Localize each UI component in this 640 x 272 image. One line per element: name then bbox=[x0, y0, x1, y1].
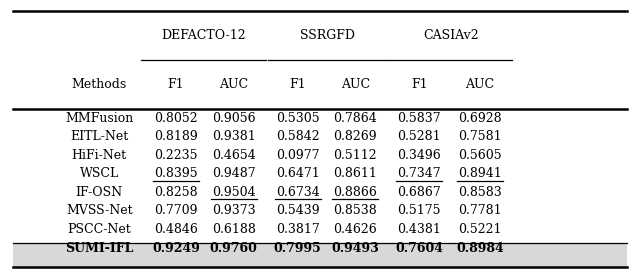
Text: 0.6471: 0.6471 bbox=[276, 167, 319, 180]
Text: 0.7995: 0.7995 bbox=[274, 242, 321, 255]
Text: 0.6867: 0.6867 bbox=[397, 186, 441, 199]
Text: 0.8538: 0.8538 bbox=[333, 204, 377, 217]
Text: 0.5221: 0.5221 bbox=[458, 223, 502, 236]
Text: 0.7864: 0.7864 bbox=[333, 112, 377, 125]
Text: 0.8941: 0.8941 bbox=[458, 167, 502, 180]
Text: MMFusion: MMFusion bbox=[65, 112, 133, 125]
Text: 0.9381: 0.9381 bbox=[212, 130, 255, 143]
Text: 0.4846: 0.4846 bbox=[154, 223, 198, 236]
Text: 0.8611: 0.8611 bbox=[333, 167, 377, 180]
Text: F1: F1 bbox=[168, 78, 184, 91]
Text: F1: F1 bbox=[289, 78, 306, 91]
Text: 0.8052: 0.8052 bbox=[154, 112, 198, 125]
Text: 0.4381: 0.4381 bbox=[397, 223, 441, 236]
Text: 0.3817: 0.3817 bbox=[276, 223, 319, 236]
Text: 0.5837: 0.5837 bbox=[397, 112, 441, 125]
Text: 0.8189: 0.8189 bbox=[154, 130, 198, 143]
Text: WSCL: WSCL bbox=[79, 167, 119, 180]
Text: Methods: Methods bbox=[72, 78, 127, 91]
Text: CASIAv2: CASIAv2 bbox=[424, 29, 479, 42]
Text: 0.4626: 0.4626 bbox=[333, 223, 377, 236]
Text: F1: F1 bbox=[411, 78, 428, 91]
Text: EITL-Net: EITL-Net bbox=[70, 130, 129, 143]
Text: 0.7581: 0.7581 bbox=[458, 130, 502, 143]
Text: MVSS-Net: MVSS-Net bbox=[66, 204, 132, 217]
Text: HiFi-Net: HiFi-Net bbox=[72, 149, 127, 162]
Text: 0.7709: 0.7709 bbox=[154, 204, 198, 217]
Text: 0.6928: 0.6928 bbox=[458, 112, 502, 125]
Text: 0.9056: 0.9056 bbox=[212, 112, 255, 125]
Text: 0.7781: 0.7781 bbox=[458, 204, 502, 217]
Text: 0.9504: 0.9504 bbox=[212, 186, 255, 199]
Text: 0.6188: 0.6188 bbox=[212, 223, 255, 236]
Text: 0.0977: 0.0977 bbox=[276, 149, 319, 162]
Text: 0.8269: 0.8269 bbox=[333, 130, 377, 143]
Text: AUC: AUC bbox=[219, 78, 248, 91]
Text: 0.2235: 0.2235 bbox=[154, 149, 198, 162]
Text: DEFACTO-12: DEFACTO-12 bbox=[161, 29, 246, 42]
Text: 0.7604: 0.7604 bbox=[396, 242, 444, 255]
Text: 0.8984: 0.8984 bbox=[456, 242, 504, 255]
Text: 0.7347: 0.7347 bbox=[397, 167, 441, 180]
Text: 0.8258: 0.8258 bbox=[154, 186, 198, 199]
Text: 0.9487: 0.9487 bbox=[212, 167, 255, 180]
Text: IF-OSN: IF-OSN bbox=[76, 186, 123, 199]
Text: 0.8866: 0.8866 bbox=[333, 186, 377, 199]
Text: 0.5305: 0.5305 bbox=[276, 112, 319, 125]
Text: 0.9760: 0.9760 bbox=[210, 242, 257, 255]
Text: 0.5112: 0.5112 bbox=[333, 149, 377, 162]
Text: 0.8583: 0.8583 bbox=[458, 186, 502, 199]
Text: 0.9493: 0.9493 bbox=[332, 242, 379, 255]
Text: AUC: AUC bbox=[340, 78, 370, 91]
Text: AUC: AUC bbox=[465, 78, 495, 91]
Text: 0.5605: 0.5605 bbox=[458, 149, 502, 162]
Text: 0.8395: 0.8395 bbox=[154, 167, 198, 180]
Text: SUMI-IFL: SUMI-IFL bbox=[65, 242, 133, 255]
Text: PSCC-Net: PSCC-Net bbox=[67, 223, 131, 236]
Text: 0.6734: 0.6734 bbox=[276, 186, 319, 199]
Text: 0.5175: 0.5175 bbox=[397, 204, 441, 217]
Text: 0.9373: 0.9373 bbox=[212, 204, 255, 217]
Bar bbox=[13, 243, 627, 267]
Text: 0.3496: 0.3496 bbox=[397, 149, 441, 162]
Text: 0.9249: 0.9249 bbox=[152, 242, 200, 255]
Text: 0.5439: 0.5439 bbox=[276, 204, 319, 217]
Text: SSRGFD: SSRGFD bbox=[300, 29, 355, 42]
Text: 0.5842: 0.5842 bbox=[276, 130, 319, 143]
Text: 0.5281: 0.5281 bbox=[397, 130, 441, 143]
Text: 0.4654: 0.4654 bbox=[212, 149, 255, 162]
